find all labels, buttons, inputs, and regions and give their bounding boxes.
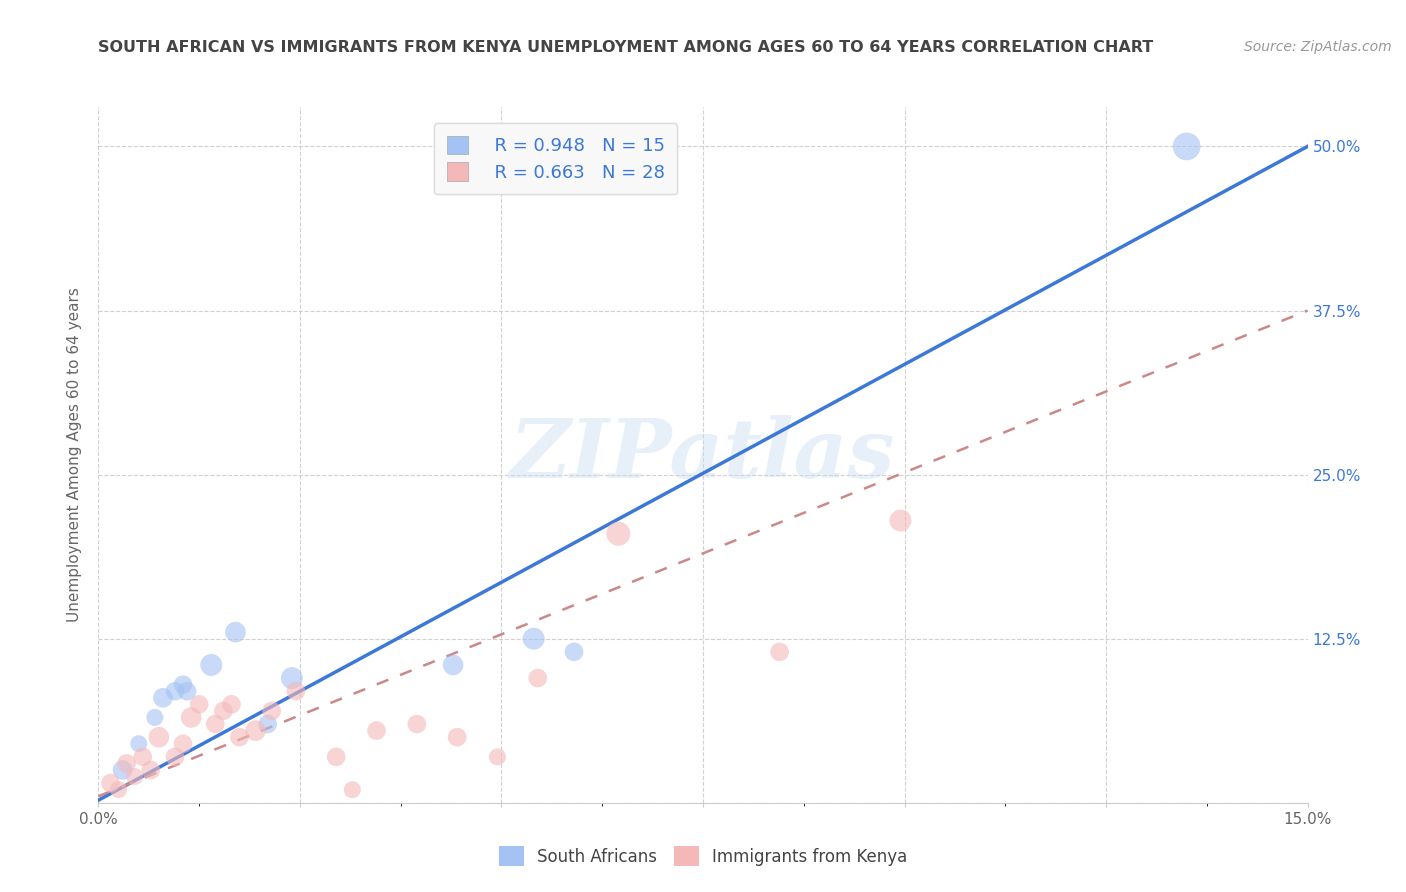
Legend:   R = 0.948   N = 15,   R = 0.663   N = 28: R = 0.948 N = 15, R = 0.663 N = 28 <box>434 123 678 194</box>
Point <box>200 657 222 672</box>
Point <box>172 678 194 692</box>
Point <box>224 625 246 640</box>
Point <box>1175 139 1198 153</box>
Point <box>143 710 166 724</box>
Point <box>204 717 226 731</box>
Point <box>228 730 250 744</box>
Text: ZIPatlas: ZIPatlas <box>510 415 896 495</box>
Point <box>366 723 388 738</box>
Point <box>188 698 211 712</box>
Point <box>768 645 790 659</box>
Point <box>180 710 202 724</box>
Point <box>284 684 307 698</box>
Point <box>176 684 198 698</box>
Point <box>342 782 364 797</box>
Point <box>260 704 283 718</box>
Point <box>107 782 129 797</box>
Point <box>325 749 347 764</box>
Point <box>221 698 243 712</box>
Point <box>526 671 548 685</box>
Point <box>172 737 194 751</box>
Text: SOUTH AFRICAN VS IMMIGRANTS FROM KENYA UNEMPLOYMENT AMONG AGES 60 TO 64 YEARS CO: SOUTH AFRICAN VS IMMIGRANTS FROM KENYA U… <box>98 40 1154 55</box>
Point <box>148 730 170 744</box>
Point <box>152 690 174 705</box>
Point <box>607 526 630 541</box>
Point <box>245 723 267 738</box>
Point <box>281 671 304 685</box>
Point <box>441 657 464 672</box>
Point <box>163 749 186 764</box>
Point <box>256 717 278 731</box>
Point <box>124 770 146 784</box>
Point <box>163 684 186 698</box>
Point <box>111 763 134 777</box>
Point <box>132 749 155 764</box>
Point <box>115 756 138 771</box>
Point <box>212 704 235 718</box>
Point <box>405 717 427 731</box>
Point <box>128 737 150 751</box>
Point <box>889 514 911 528</box>
Legend: South Africans, Immigrants from Kenya: South Africans, Immigrants from Kenya <box>491 838 915 875</box>
Y-axis label: Unemployment Among Ages 60 to 64 years: Unemployment Among Ages 60 to 64 years <box>67 287 83 623</box>
Point <box>446 730 468 744</box>
Point <box>486 749 509 764</box>
Point <box>100 776 122 790</box>
Point <box>562 645 585 659</box>
Text: Source: ZipAtlas.com: Source: ZipAtlas.com <box>1244 40 1392 54</box>
Point <box>139 763 162 777</box>
Point <box>523 632 546 646</box>
